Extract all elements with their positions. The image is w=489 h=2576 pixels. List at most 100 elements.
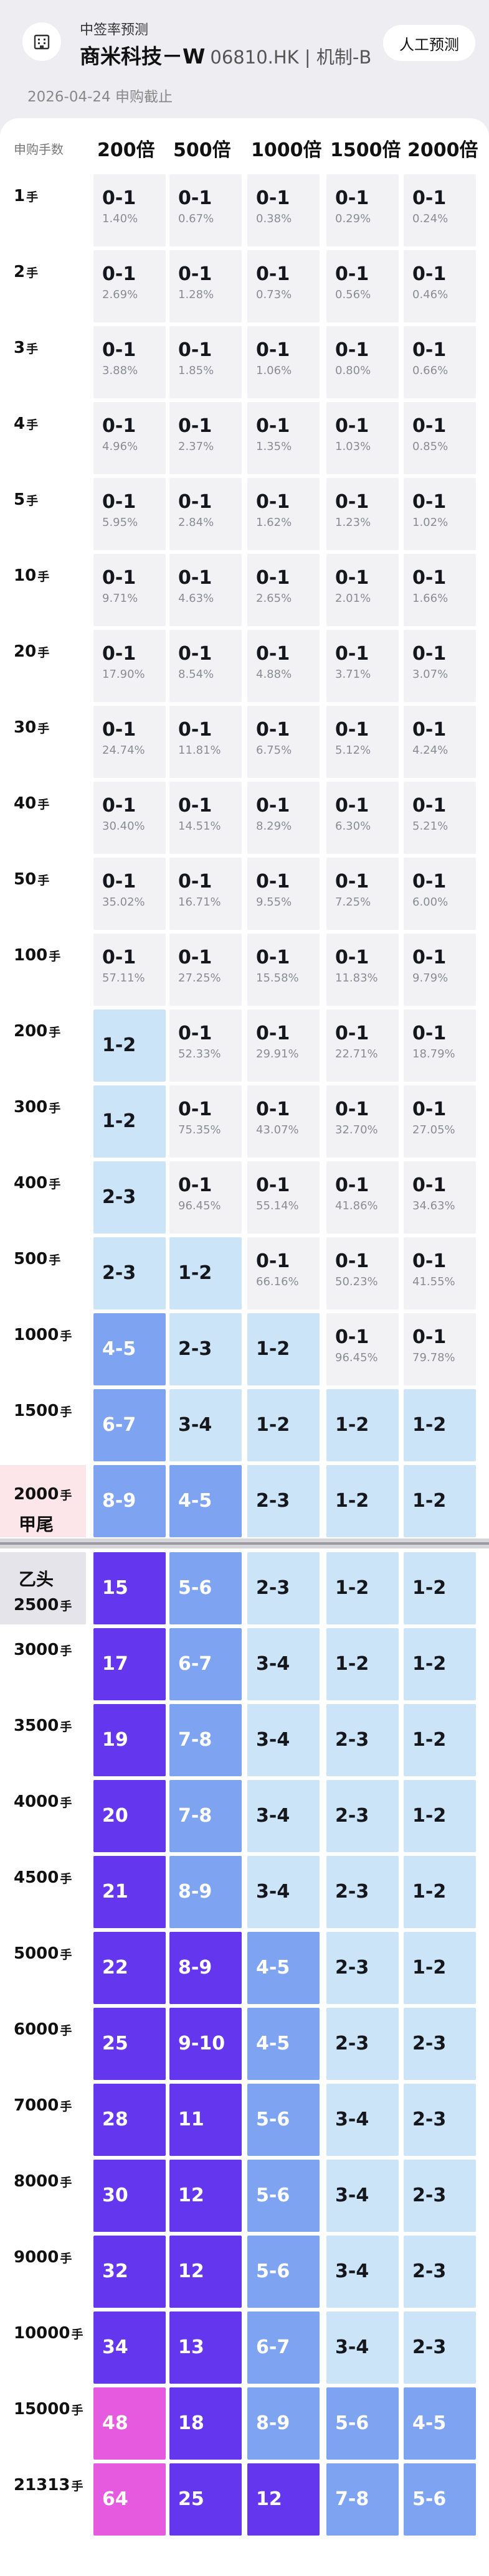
allotment-value: 3-4 bbox=[256, 1653, 290, 1675]
lots-unit: 手 bbox=[37, 722, 50, 736]
allotment-value: 28 bbox=[102, 2109, 128, 2130]
allotment-cell: 0-1 0.85% bbox=[404, 402, 476, 474]
allotment-value: 0-1 bbox=[256, 871, 290, 892]
lots-unit: 手 bbox=[60, 2252, 72, 2265]
allotment-cell: 2-3 bbox=[404, 2008, 476, 2080]
lots-label: 100 手 bbox=[14, 946, 60, 965]
lots-value: 3000 bbox=[14, 1641, 59, 1659]
allotment-cell: 0-1 75.35% bbox=[169, 1085, 242, 1158]
allotment-cell: 0-1 11.83% bbox=[326, 934, 399, 1006]
win-rate: 1.28% bbox=[178, 288, 214, 301]
lots-label: 8000 手 bbox=[14, 2172, 72, 2191]
lots-label: 3500 手 bbox=[14, 1717, 72, 1735]
lots-value: 8000 bbox=[14, 2172, 59, 2191]
allotment-cell: 6-7 bbox=[93, 1389, 166, 1461]
allotment-cell: 0-1 11.81% bbox=[169, 706, 242, 778]
allotment-cell: 0-1 30.40% bbox=[93, 782, 166, 854]
lots-unit: 手 bbox=[49, 1102, 61, 1115]
win-rate: 41.86% bbox=[335, 1199, 378, 1212]
allotment-cell: 4-5 bbox=[404, 2387, 476, 2460]
allotment-cell: 1-2 bbox=[404, 1465, 476, 1537]
win-rate: 1.23% bbox=[335, 516, 371, 529]
allotment-value: 0-1 bbox=[335, 1250, 369, 1272]
allotment-value: 12 bbox=[178, 2185, 204, 2206]
win-rate: 52.33% bbox=[178, 1047, 221, 1061]
allotment-value: 3-4 bbox=[256, 1805, 290, 1827]
allotment-value: 30 bbox=[102, 2185, 128, 2206]
win-rate: 0.24% bbox=[412, 212, 449, 225]
group-divider bbox=[0, 1539, 489, 1548]
allotment-cell: 0-1 9.55% bbox=[247, 858, 320, 930]
lots-value: 50 bbox=[14, 870, 37, 889]
allotment-cell: 5-6 bbox=[404, 2463, 476, 2536]
allotment-value: 1-2 bbox=[102, 1034, 136, 1056]
allotment-value: 0-1 bbox=[412, 643, 447, 665]
win-rate: 0.85% bbox=[412, 440, 449, 453]
lots-label: 400 手 bbox=[14, 1174, 60, 1192]
allotment-value: 0-1 bbox=[412, 719, 447, 741]
allotment-cell: 28 bbox=[93, 2084, 166, 2156]
win-rate: 75.35% bbox=[178, 1123, 221, 1136]
lots-label: 21313 手 bbox=[14, 2476, 83, 2494]
allotment-cell: 0-1 6.75% bbox=[247, 706, 320, 778]
allotment-value: 4-5 bbox=[178, 1490, 212, 1512]
allotment-value: 0-1 bbox=[335, 871, 369, 892]
allotment-value: 7-8 bbox=[178, 1805, 212, 1827]
lots-unit: 手 bbox=[71, 2480, 83, 2493]
allotment-cell: 4-5 bbox=[93, 1313, 166, 1385]
allotment-value: 3-4 bbox=[178, 1414, 212, 1436]
allotment-cell: 3-4 bbox=[247, 1780, 320, 1852]
allotment-value: 19 bbox=[102, 1729, 128, 1751]
win-rate: 0.66% bbox=[412, 364, 449, 377]
column-header-2: 500倍 bbox=[173, 139, 231, 161]
allotment-cell: 0-1 18.79% bbox=[404, 1009, 476, 1082]
lots-label: 300 手 bbox=[14, 1098, 60, 1117]
allotment-value: 0-1 bbox=[335, 795, 369, 817]
allotment-value: 0-1 bbox=[412, 795, 447, 817]
allotment-value: 0-1 bbox=[178, 567, 212, 589]
win-rate: 24.74% bbox=[102, 744, 145, 757]
allotment-cell: 3-4 bbox=[247, 1704, 320, 1776]
allotment-value: 1-2 bbox=[335, 1414, 369, 1436]
win-rate: 27.05% bbox=[412, 1123, 455, 1136]
allotment-value: 2-3 bbox=[335, 1729, 369, 1751]
allotment-value: 2-3 bbox=[412, 2185, 447, 2206]
allotment-cell: 20 bbox=[93, 1780, 166, 1852]
allotment-value: 3-4 bbox=[335, 2185, 369, 2206]
allotment-cell: 4-5 bbox=[247, 1932, 320, 2004]
app-icon[interactable] bbox=[22, 22, 61, 61]
allotment-value: 13 bbox=[178, 2336, 204, 2358]
manual-prediction-button[interactable]: 人工预测 bbox=[383, 25, 475, 61]
lots-unit: 手 bbox=[26, 190, 39, 204]
allotment-value: 0-1 bbox=[256, 1098, 290, 1120]
allotment-cell: 1-2 bbox=[326, 1389, 399, 1461]
allotment-cell: 0-1 2.65% bbox=[247, 554, 320, 626]
allotment-cell: 2-3 bbox=[169, 1313, 242, 1385]
allotment-cell: 5-6 bbox=[247, 2160, 320, 2232]
allotment-cell: 0-1 0.46% bbox=[404, 250, 476, 322]
allotment-cell: 0-1 15.58% bbox=[247, 934, 320, 1006]
allotment-value: 0-1 bbox=[412, 491, 447, 513]
lots-label: 2000 手 bbox=[14, 1485, 72, 1504]
lots-unit: 手 bbox=[49, 950, 61, 963]
allotment-value: 0-1 bbox=[178, 415, 212, 437]
allotment-cell: 1-2 bbox=[404, 1552, 476, 1624]
allotment-cell: 0-1 3.88% bbox=[93, 326, 166, 398]
lots-unit: 手 bbox=[60, 1329, 72, 1343]
lots-label: 50 手 bbox=[14, 870, 49, 889]
lots-label: 500 手 bbox=[14, 1250, 60, 1268]
allotment-value: 12 bbox=[256, 2488, 282, 2510]
win-rate: 9.79% bbox=[412, 972, 449, 985]
lots-value: 15000 bbox=[14, 2400, 70, 2419]
allotment-value: 2-3 bbox=[102, 1186, 136, 1208]
allotment-cell: 48 bbox=[93, 2387, 166, 2460]
lots-value: 4500 bbox=[14, 1868, 59, 1887]
lots-label: 15000 手 bbox=[14, 2400, 83, 2419]
allotment-value: 0-1 bbox=[412, 947, 447, 968]
lots-unit: 手 bbox=[60, 1644, 72, 1658]
allotment-cell: 8-9 bbox=[247, 2387, 320, 2460]
allotment-value: 0-1 bbox=[412, 1023, 447, 1044]
allotment-value: 0-1 bbox=[256, 187, 290, 209]
allotment-cell: 0-1 52.33% bbox=[169, 1009, 242, 1082]
